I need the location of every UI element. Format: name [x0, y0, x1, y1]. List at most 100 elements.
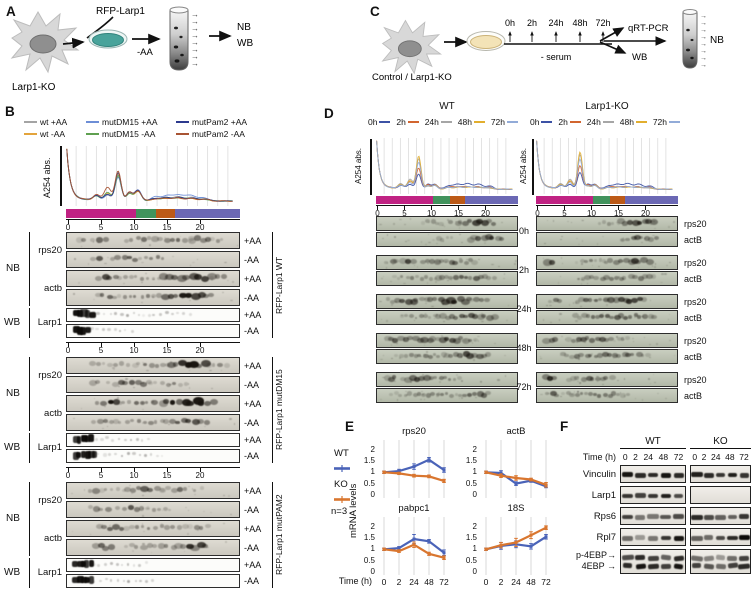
band	[478, 275, 480, 277]
axis-tick	[404, 206, 405, 210]
band	[92, 311, 96, 314]
band	[641, 314, 649, 320]
band	[421, 391, 424, 393]
band	[103, 453, 107, 457]
band	[673, 493, 684, 499]
band	[146, 277, 150, 281]
d-fraction-bar-ko	[536, 196, 678, 204]
band	[103, 487, 107, 491]
band	[551, 302, 554, 304]
tick-label: 5	[98, 223, 104, 232]
band	[150, 294, 156, 299]
band	[442, 224, 445, 226]
band	[633, 316, 636, 319]
band	[623, 335, 625, 337]
band	[703, 473, 714, 478]
band	[72, 435, 80, 444]
band	[586, 314, 591, 318]
band	[210, 511, 213, 514]
band	[576, 391, 579, 393]
legend-item: 2h	[558, 117, 581, 127]
band	[565, 391, 572, 396]
side-label: RFP-Larp1 mutPAM2	[274, 494, 284, 576]
band	[461, 241, 464, 243]
band	[584, 274, 592, 280]
band	[87, 451, 95, 458]
band	[618, 296, 626, 302]
blot-box	[66, 232, 240, 249]
band	[587, 298, 592, 302]
band	[112, 274, 120, 280]
band	[128, 295, 132, 299]
band	[622, 300, 624, 302]
band	[119, 526, 125, 531]
band	[211, 279, 214, 282]
condition-label: +AA	[244, 273, 262, 284]
ytick-label: 0.5	[363, 478, 375, 488]
band	[640, 257, 648, 264]
band	[623, 395, 625, 397]
band	[557, 299, 563, 304]
band	[657, 393, 660, 395]
band	[133, 295, 137, 298]
band	[462, 337, 471, 344]
timepoint-value: 2	[701, 452, 707, 462]
blot-box	[66, 395, 240, 412]
blot-box	[536, 271, 678, 286]
band	[416, 392, 422, 396]
band	[145, 506, 150, 511]
legend-item: 72h	[653, 117, 680, 127]
band	[636, 296, 644, 302]
band	[622, 355, 623, 357]
blot-box	[536, 294, 678, 309]
band	[480, 313, 487, 318]
timepoint-label: 2h	[527, 18, 537, 28]
panel-e-label: E	[345, 419, 355, 434]
band	[160, 293, 170, 301]
band	[575, 237, 578, 240]
band	[472, 338, 478, 343]
band	[80, 327, 86, 335]
band	[423, 398, 426, 400]
band	[380, 318, 383, 321]
band	[95, 237, 103, 243]
legend-swatch-line	[334, 496, 350, 503]
band	[188, 235, 195, 241]
band	[460, 356, 463, 358]
axis-tick	[133, 343, 135, 347]
condition-label: -AA	[244, 451, 260, 461]
band	[589, 355, 591, 357]
band	[435, 281, 438, 283]
band	[403, 337, 409, 342]
probe-label: Larp1	[37, 317, 62, 328]
band	[206, 547, 209, 549]
f-col-title-wt: WT	[645, 436, 661, 447]
panel-a-label: A	[6, 4, 16, 19]
band	[434, 260, 441, 265]
band	[650, 299, 652, 301]
band	[569, 354, 576, 360]
band	[485, 352, 492, 357]
band	[392, 274, 398, 279]
blot-box	[66, 520, 240, 537]
band	[420, 259, 427, 265]
band	[436, 236, 443, 241]
row-label: Rps6	[593, 511, 616, 522]
data-marker	[382, 547, 386, 551]
band	[582, 240, 584, 242]
blot-box	[66, 289, 240, 306]
band	[155, 292, 163, 298]
band	[620, 337, 625, 341]
band	[612, 298, 614, 300]
band	[140, 381, 148, 387]
band	[565, 336, 573, 342]
band	[484, 241, 486, 244]
band	[219, 238, 224, 242]
svg-text:→: →	[191, 52, 199, 61]
band	[447, 378, 451, 382]
band	[630, 235, 637, 241]
band	[644, 219, 652, 225]
band	[542, 337, 551, 344]
band	[207, 292, 215, 298]
blot-box	[66, 449, 240, 463]
